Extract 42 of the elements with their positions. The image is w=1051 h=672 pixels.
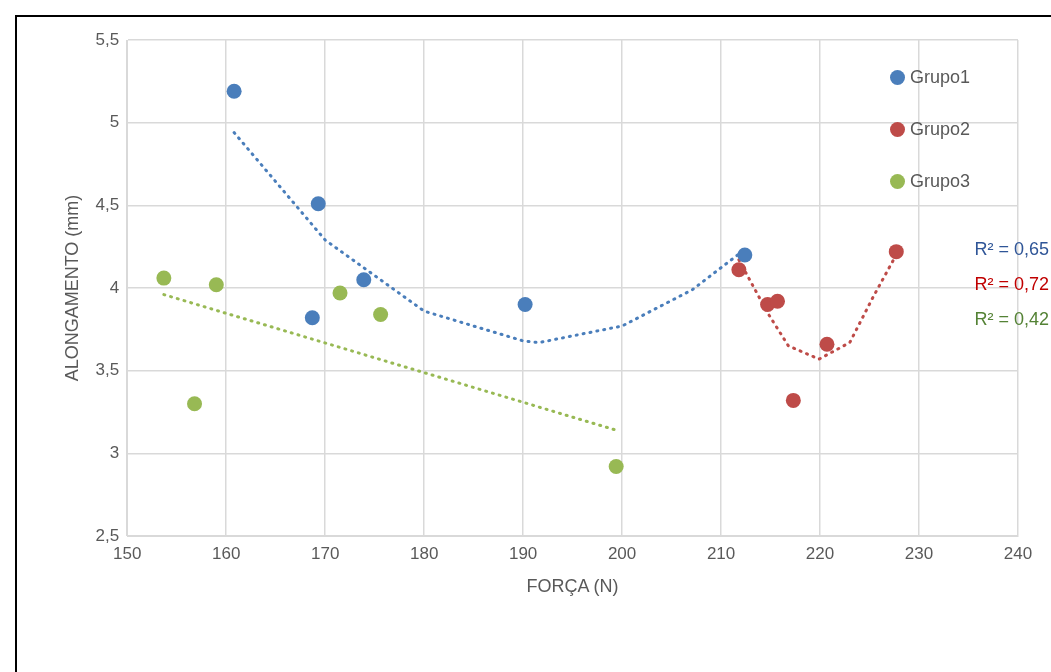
x-tick-label: 150 bbox=[113, 543, 142, 563]
point bbox=[310, 196, 326, 212]
point bbox=[517, 297, 533, 313]
y-tick-label: 5,5 bbox=[95, 29, 120, 49]
x-axis-title: FORÇA (N) bbox=[526, 576, 619, 597]
point bbox=[208, 277, 224, 293]
point bbox=[304, 310, 320, 326]
x-tick-label: 180 bbox=[409, 543, 439, 563]
x-tick-label: 210 bbox=[706, 543, 736, 563]
point bbox=[187, 396, 203, 412]
point bbox=[785, 392, 801, 408]
legend-label: Grupo1 bbox=[910, 66, 971, 88]
y-tick-label: 4 bbox=[109, 277, 120, 297]
y-axis-title: ALONGAMENTO (mm) bbox=[61, 194, 82, 382]
legend-label: Grupo2 bbox=[910, 118, 971, 140]
y-tick-label: 4,5 bbox=[95, 195, 120, 215]
point bbox=[608, 459, 624, 475]
y-tick-label: 5 bbox=[109, 112, 120, 132]
y-tick-label: 2,5 bbox=[95, 525, 120, 545]
annotation: R² = 0,42 bbox=[974, 308, 1049, 331]
point bbox=[356, 272, 372, 288]
legend-label: Grupo3 bbox=[910, 170, 971, 192]
x-tick-label: 200 bbox=[607, 543, 637, 563]
x-tick-label: 240 bbox=[1003, 543, 1033, 563]
point bbox=[819, 336, 835, 352]
x-tick-label: 230 bbox=[904, 543, 934, 563]
point bbox=[156, 270, 172, 286]
annotation: R² = 0,72 bbox=[974, 273, 1049, 296]
y-tick-label: 3 bbox=[109, 443, 120, 463]
annotation: R² = 0,65 bbox=[974, 238, 1049, 261]
x-tick-label: 160 bbox=[212, 543, 241, 563]
point bbox=[226, 83, 242, 99]
point bbox=[888, 244, 904, 260]
point bbox=[731, 262, 747, 278]
x-tick-label: 170 bbox=[310, 543, 340, 563]
point bbox=[737, 247, 753, 263]
y-tick-label: 3,5 bbox=[95, 360, 120, 380]
x-tick-label: 220 bbox=[805, 543, 835, 563]
x-tick-label: 190 bbox=[508, 543, 538, 563]
point bbox=[373, 306, 389, 322]
point bbox=[769, 293, 785, 309]
point bbox=[332, 285, 348, 301]
